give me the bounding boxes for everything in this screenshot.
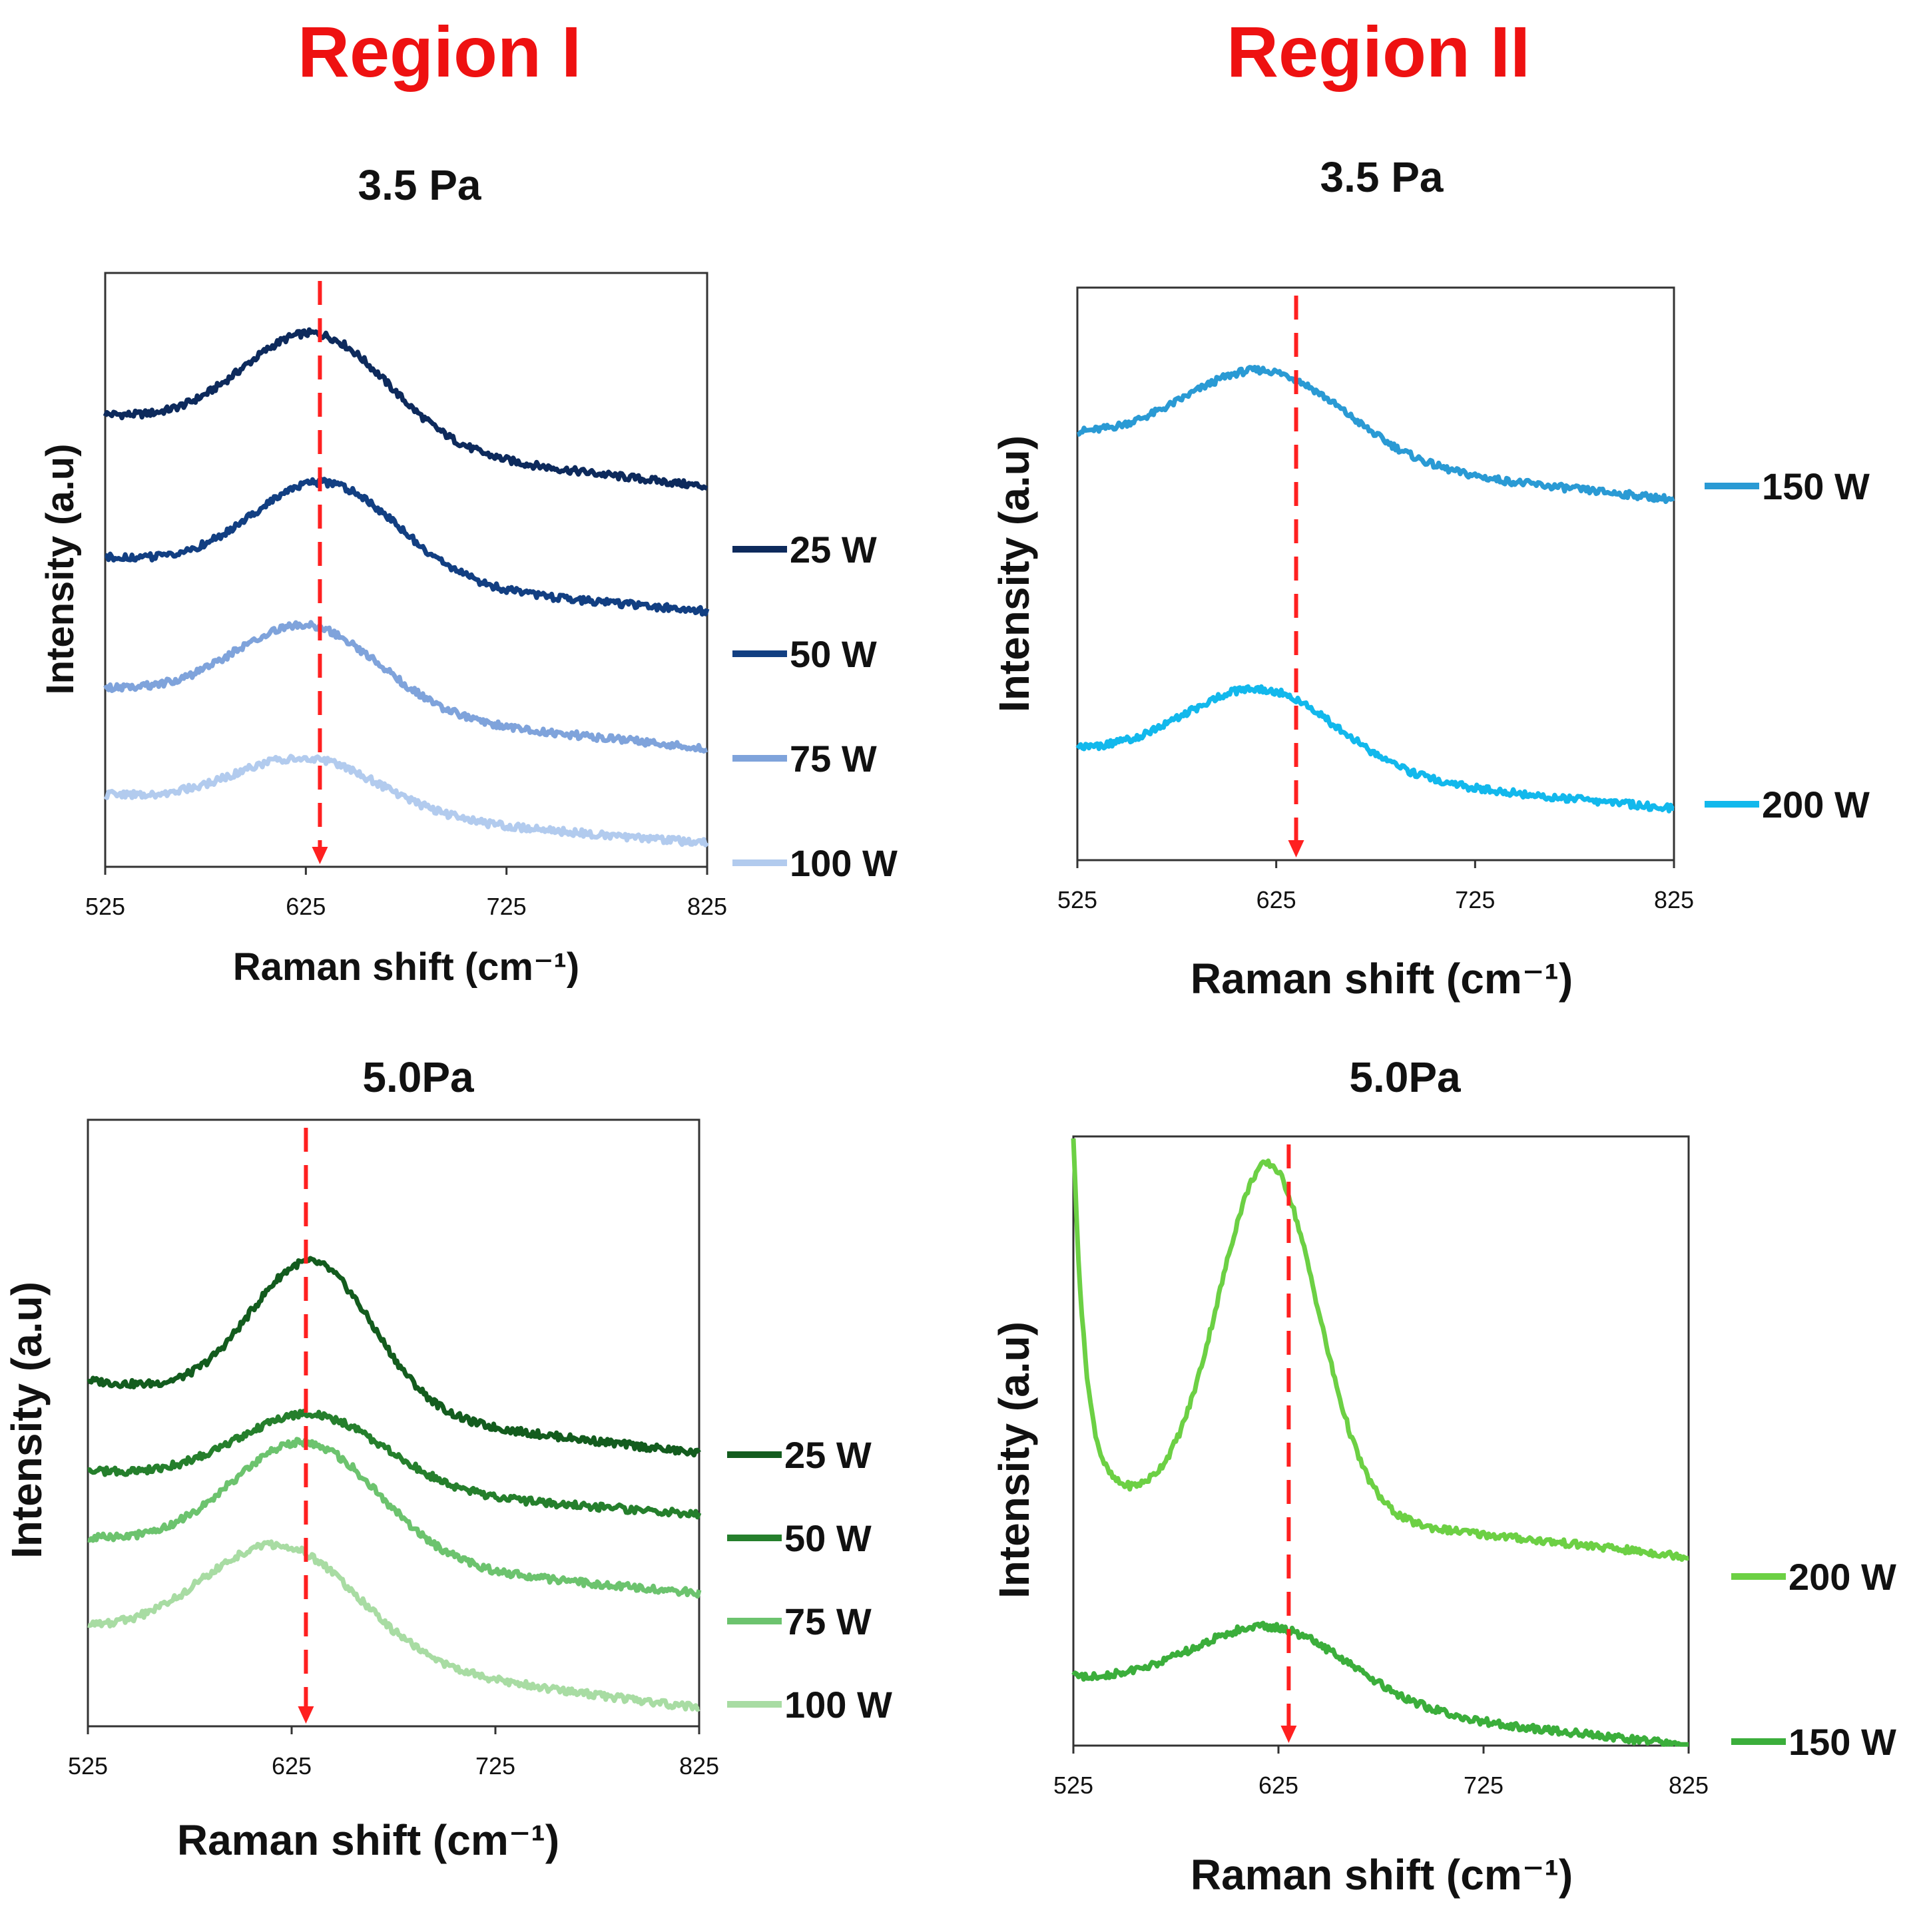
x-tick-label: 525 bbox=[68, 1752, 108, 1780]
series-line bbox=[105, 476, 710, 617]
x-tick-label: 625 bbox=[286, 893, 326, 920]
series-line bbox=[1071, 1620, 1689, 1747]
plot-frame bbox=[1076, 286, 1675, 861]
chart-panel-region-1-5-0pa: 5.0Pa 525 625 725 825 Raman shift (cm⁻¹) Inten… bbox=[3, 1053, 892, 1864]
series-line bbox=[87, 1409, 702, 1520]
x-tick-label: 625 bbox=[272, 1752, 312, 1780]
series-line bbox=[1077, 365, 1675, 505]
panel-title: 5.0Pa bbox=[1349, 1053, 1461, 1101]
series-line bbox=[1071, 1138, 1689, 1563]
x-tick-label: 525 bbox=[1057, 886, 1097, 913]
panel-title: 3.5 Pa bbox=[358, 161, 481, 209]
legend-label: 200 W bbox=[1762, 784, 1870, 826]
x-tick-label: 825 bbox=[679, 1752, 719, 1780]
series-line bbox=[1075, 684, 1675, 814]
x-tick-label: 825 bbox=[1654, 886, 1694, 913]
chart-panel-region-2-3-5pa: 3.5 Pa 525 625 725 825 Raman shift (cm⁻¹) Inte… bbox=[990, 153, 1870, 1003]
legend-label: 100 W bbox=[790, 842, 898, 884]
y-axis-label: Intensity (a.u) bbox=[990, 1322, 1038, 1598]
legend-label: 150 W bbox=[1762, 465, 1870, 507]
legend-label: 75 W bbox=[784, 1600, 872, 1642]
reference-arrow-head bbox=[312, 847, 328, 864]
legend-label: 25 W bbox=[790, 529, 877, 571]
legend-label: 25 W bbox=[784, 1434, 872, 1476]
y-axis-label: Intensity (a.u) bbox=[3, 1282, 51, 1559]
plot-frame bbox=[104, 272, 708, 868]
x-axis-label: Raman shift (cm⁻¹) bbox=[233, 945, 579, 989]
plot-frame bbox=[87, 1118, 700, 1728]
panel-title: 5.0Pa bbox=[362, 1053, 474, 1101]
x-tick-label: 525 bbox=[1053, 1772, 1093, 1799]
x-tick-label: 625 bbox=[1256, 886, 1296, 913]
x-axis-label: Raman shift (cm⁻¹) bbox=[1191, 955, 1573, 1003]
series-line bbox=[87, 1539, 700, 1712]
chart-panel-region-2-5-0pa: 5.0Pa 525 625 725 825 Raman shift (cm⁻¹) Inten… bbox=[990, 1053, 1896, 1899]
region-title-1: Region I bbox=[298, 11, 581, 92]
x-axis-label: Raman shift (cm⁻¹) bbox=[1191, 1851, 1573, 1899]
x-tick-label: 825 bbox=[1669, 1772, 1709, 1799]
x-tick-label: 725 bbox=[1464, 1772, 1504, 1799]
legend-label: 50 W bbox=[784, 1517, 872, 1559]
legend-label: 75 W bbox=[790, 738, 877, 780]
x-tick-label: 725 bbox=[487, 893, 527, 920]
legend-label: 150 W bbox=[1789, 1721, 1896, 1763]
legend-label: 200 W bbox=[1789, 1556, 1896, 1598]
y-axis-label: Intensity (a.u) bbox=[990, 435, 1038, 712]
region-title-2: Region II bbox=[1227, 11, 1530, 92]
reference-arrow-head bbox=[1288, 840, 1304, 857]
series-line bbox=[87, 1437, 702, 1599]
series-line bbox=[103, 327, 708, 491]
x-tick-label: 625 bbox=[1258, 1772, 1298, 1799]
x-axis-label: Raman shift (cm⁻¹) bbox=[177, 1816, 559, 1864]
x-tick-label: 725 bbox=[475, 1752, 515, 1780]
series-line bbox=[103, 754, 709, 847]
reference-arrow-head bbox=[298, 1706, 314, 1724]
series-line bbox=[103, 620, 708, 754]
x-tick-label: 725 bbox=[1455, 886, 1495, 913]
x-tick-label: 525 bbox=[85, 893, 125, 920]
legend-label: 50 W bbox=[790, 633, 877, 675]
legend-label: 100 W bbox=[784, 1684, 892, 1726]
y-axis-label: Intensity (a.u) bbox=[39, 443, 82, 694]
panel-title: 3.5 Pa bbox=[1320, 153, 1443, 201]
x-tick-label: 825 bbox=[687, 893, 727, 920]
series-line bbox=[87, 1256, 701, 1458]
reference-arrow-head bbox=[1280, 1726, 1297, 1743]
plot-frame bbox=[1072, 1135, 1690, 1747]
chart-panel-region-1-3-5pa: 3.5 Pa 525 625 725 825 Raman shift (cm⁻¹) Inte… bbox=[39, 161, 898, 989]
